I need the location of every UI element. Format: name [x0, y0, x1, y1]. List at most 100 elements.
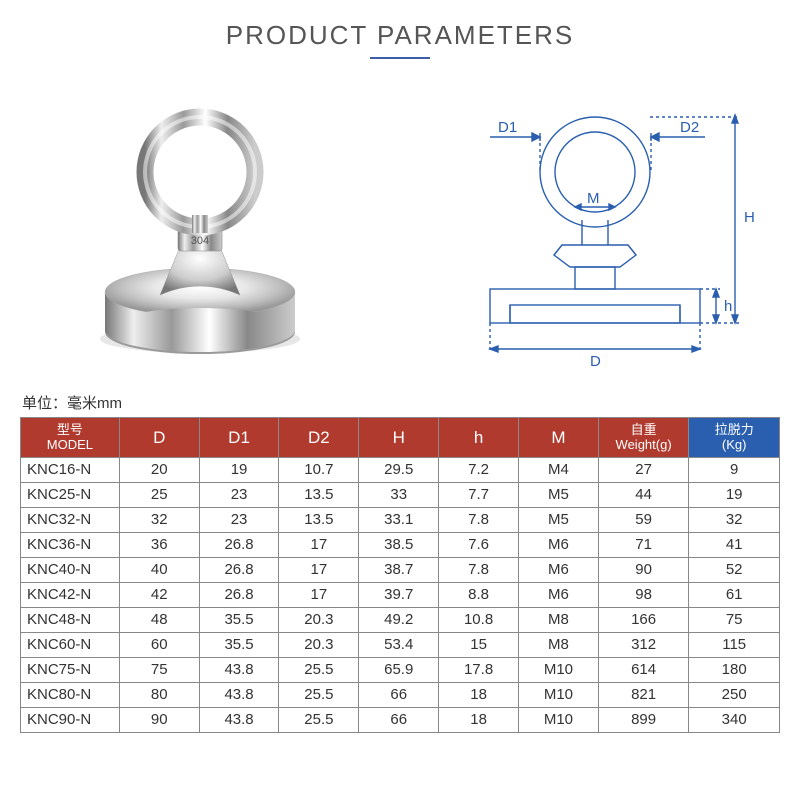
table-cell: 53.4 — [359, 633, 439, 658]
table-cell: 23 — [199, 483, 279, 508]
table-cell: 26.8 — [199, 583, 279, 608]
table-row: KNC80-N8043.825.56618M10821250 — [21, 683, 780, 708]
table-header-cell: D1 — [199, 418, 279, 458]
table-cell: 7.7 — [439, 483, 519, 508]
table-cell: 43.8 — [199, 708, 279, 733]
table-cell: 90 — [598, 558, 689, 583]
table-cell: 7.8 — [439, 508, 519, 533]
table-cell: 33 — [359, 483, 439, 508]
table-cell: 32 — [119, 508, 199, 533]
table-cell: 38.7 — [359, 558, 439, 583]
table-cell: 23 — [199, 508, 279, 533]
table-cell: 20 — [119, 458, 199, 483]
figure-row: 304 — [0, 69, 800, 384]
table-cell: 66 — [359, 683, 439, 708]
table-cell: 71 — [598, 533, 689, 558]
table-cell: 40 — [119, 558, 199, 583]
label-d1: D1 — [498, 119, 517, 136]
table-cell: 66 — [359, 708, 439, 733]
table-cell: M6 — [519, 533, 599, 558]
table-cell: 33.1 — [359, 508, 439, 533]
label-m: M — [587, 190, 600, 207]
table-cell: 35.5 — [199, 633, 279, 658]
table-cell: 8.8 — [439, 583, 519, 608]
table-cell: 48 — [119, 608, 199, 633]
table-cell: KNC42-N — [21, 583, 120, 608]
table-cell: 20.3 — [279, 608, 359, 633]
table-cell: KNC48-N — [21, 608, 120, 633]
table-cell: 26.8 — [199, 558, 279, 583]
table-cell: 15 — [439, 633, 519, 658]
table-cell: 29.5 — [359, 458, 439, 483]
table-cell: M5 — [519, 508, 599, 533]
table-cell: M6 — [519, 583, 599, 608]
table-cell: 17 — [279, 558, 359, 583]
table-header-cell: 型号MODEL — [21, 418, 120, 458]
table-cell: M8 — [519, 633, 599, 658]
table-cell: KNC60-N — [21, 633, 120, 658]
table-cell: 60 — [119, 633, 199, 658]
table-header-cell: D2 — [279, 418, 359, 458]
table-cell: 18 — [439, 683, 519, 708]
table-cell: 42 — [119, 583, 199, 608]
table-header-row: 型号MODELDD1D2HhM自重Weight(g)拉脱力(Kg) — [21, 418, 780, 458]
table-cell: 25.5 — [279, 683, 359, 708]
table-cell: 115 — [689, 633, 780, 658]
table-cell: M8 — [519, 608, 599, 633]
table-cell: 7.2 — [439, 458, 519, 483]
table-cell: KNC32-N — [21, 508, 120, 533]
table-header-cell: M — [519, 418, 599, 458]
table-header-cell: 拉脱力(Kg) — [689, 418, 780, 458]
table-cell: KNC36-N — [21, 533, 120, 558]
table-cell: KNC25-N — [21, 483, 120, 508]
table-cell: 39.7 — [359, 583, 439, 608]
table-cell: 59 — [598, 508, 689, 533]
table-cell: 10.7 — [279, 458, 359, 483]
label-D: D — [590, 353, 601, 370]
table-cell: 25 — [119, 483, 199, 508]
table-cell: 250 — [689, 683, 780, 708]
table-row: KNC40-N4026.81738.77.8M69052 — [21, 558, 780, 583]
table-cell: 36 — [119, 533, 199, 558]
table-row: KNC75-N7543.825.565.917.8M10614180 — [21, 658, 780, 683]
table-cell: 7.8 — [439, 558, 519, 583]
table-cell: M10 — [519, 708, 599, 733]
table-cell: 38.5 — [359, 533, 439, 558]
table-cell: 614 — [598, 658, 689, 683]
table-cell: M10 — [519, 683, 599, 708]
table-cell: KNC40-N — [21, 558, 120, 583]
table-cell: 32 — [689, 508, 780, 533]
table-cell: M6 — [519, 558, 599, 583]
table-cell: 13.5 — [279, 483, 359, 508]
table-cell: KNC75-N — [21, 658, 120, 683]
table-cell: 13.5 — [279, 508, 359, 533]
parameter-table: 型号MODELDD1D2HhM自重Weight(g)拉脱力(Kg) KNC16-… — [20, 417, 780, 733]
table-body: KNC16-N201910.729.57.2M4279KNC25-N252313… — [21, 458, 780, 733]
title-underline — [370, 57, 430, 59]
table-cell: 25.5 — [279, 708, 359, 733]
table-cell: KNC90-N — [21, 708, 120, 733]
table-cell: 9 — [689, 458, 780, 483]
table-cell: 312 — [598, 633, 689, 658]
table-cell: 43.8 — [199, 683, 279, 708]
table-row: KNC32-N322313.533.17.8M55932 — [21, 508, 780, 533]
table-cell: 20.3 — [279, 633, 359, 658]
table-cell: 166 — [598, 608, 689, 633]
table-cell: 43.8 — [199, 658, 279, 683]
table-row: KNC16-N201910.729.57.2M4279 — [21, 458, 780, 483]
table-cell: 10.8 — [439, 608, 519, 633]
table-cell: 17 — [279, 583, 359, 608]
table-cell: 61 — [689, 583, 780, 608]
table-cell: 180 — [689, 658, 780, 683]
table-header-cell: D — [119, 418, 199, 458]
table-row: KNC60-N6035.520.353.415M8312115 — [21, 633, 780, 658]
table-cell: M4 — [519, 458, 599, 483]
table-cell: 44 — [598, 483, 689, 508]
table-cell: 19 — [199, 458, 279, 483]
table-cell: 340 — [689, 708, 780, 733]
table-row: KNC48-N4835.520.349.210.8M816675 — [21, 608, 780, 633]
table-cell: KNC80-N — [21, 683, 120, 708]
table-cell: 27 — [598, 458, 689, 483]
table-cell: 17 — [279, 533, 359, 558]
unit-label: 单位：毫米mm — [22, 392, 800, 413]
